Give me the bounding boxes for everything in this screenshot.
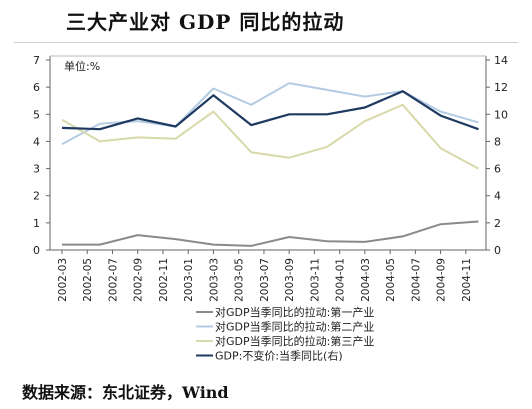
y-left-tick-label: 1 (33, 217, 40, 230)
x-tick-label: 2004-01 (335, 258, 347, 302)
y-right-tick-label: 0 (494, 244, 501, 257)
y-right-tick-label: 10 (494, 108, 508, 121)
y-right-tick-label: 14 (494, 54, 508, 67)
legend-label-4: GDP:不变价:当季同比(右) (215, 349, 343, 363)
y-left-tick-label: 5 (33, 108, 40, 121)
x-tick-label: 2002-03 (57, 258, 69, 302)
x-tick-label: 2003-11 (309, 258, 321, 302)
x-tick-label: 2002-05 (82, 258, 94, 302)
unit-label: 单位:% (64, 59, 100, 73)
y-left-tick-label: 6 (33, 81, 40, 94)
x-tick-label: 2003-01 (183, 258, 195, 302)
y-left-tick-label: 2 (33, 190, 40, 203)
x-tick-label: 2003-09 (284, 258, 296, 302)
x-tick-label: 2004-03 (360, 258, 372, 302)
x-tick-label: 2002-09 (133, 258, 145, 302)
y-left-tick-label: 7 (33, 54, 40, 67)
x-tick-label: 2004-05 (385, 258, 397, 302)
x-tick-label: 2002-11 (158, 258, 170, 302)
series-line-4 (61, 90, 479, 131)
y-right-tick-label: 8 (494, 135, 501, 148)
x-tick-label: 2003-07 (259, 258, 271, 302)
legend-label-1: 对GDP当季同比的拉动:第一产业 (215, 305, 374, 319)
y-right-tick-label: 2 (494, 217, 501, 230)
y-right-tick-label: 6 (494, 163, 501, 176)
series-line-1 (62, 220, 479, 247)
y-left-tick-label: 0 (33, 244, 40, 257)
y-left-tick-label: 4 (33, 135, 40, 148)
chart-title: 三大产业对 GDP 同比的拉动 (66, 10, 345, 34)
series-line-3 (61, 103, 479, 170)
x-tick-label: 2004-07 (410, 258, 422, 302)
y-right-tick-label: 4 (494, 190, 501, 203)
series-line-2 (61, 82, 479, 145)
x-tick-label: 2003-05 (234, 258, 246, 302)
legend-label-3: 对GDP当季同比的拉动:第三产业 (215, 334, 374, 348)
x-tick-label: 2003-03 (208, 258, 220, 302)
y-right-tick-label: 12 (494, 81, 508, 94)
x-tick-label: 2004-11 (461, 258, 473, 302)
x-tick-label: 2004-09 (436, 258, 448, 302)
x-tick-label: 2002-07 (107, 258, 119, 302)
legend-label-2: 对GDP当季同比的拉动:第二产业 (215, 320, 374, 334)
title-divider (14, 42, 518, 43)
data-source-note: 数据来源：东北证券，Wind (22, 383, 229, 402)
y-left-tick-label: 3 (33, 163, 40, 176)
